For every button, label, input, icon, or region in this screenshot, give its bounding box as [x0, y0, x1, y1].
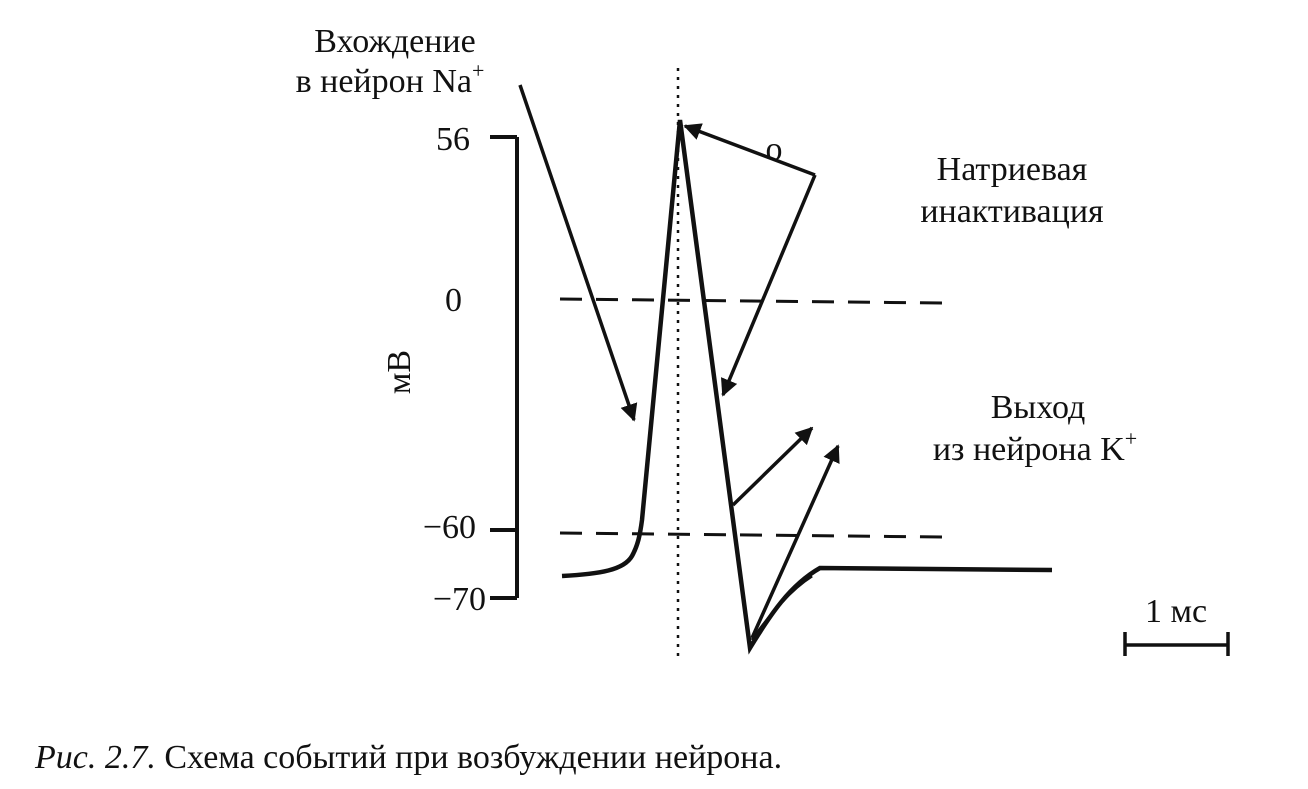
label: из нейрона K+: [933, 426, 1137, 468]
label: o: [766, 131, 783, 168]
superscript: +: [1125, 426, 1137, 451]
superscript: +: [472, 58, 484, 83]
label: из нейрона K: [933, 431, 1125, 468]
caption: Рис. 2.7. Схема событий при возбуждении …: [34, 739, 782, 776]
label: Натриевая: [937, 151, 1088, 188]
caption-text: Схема событий при возбуждении нейрона.: [164, 739, 782, 776]
arrows: [518, 84, 840, 639]
scale-bar: [1123, 632, 1230, 656]
y-tick-label: 0: [445, 282, 462, 319]
label: инактивация: [920, 193, 1104, 230]
y-tick-label: −60: [423, 509, 476, 546]
label: Вхождение: [314, 23, 475, 60]
axis: [490, 135, 519, 600]
caption-number: Рис. 2.7.: [34, 739, 156, 776]
scale-label: 1 мс: [1145, 593, 1207, 630]
y-tick-label: 56: [436, 121, 470, 158]
y-tick-label: −70: [433, 581, 486, 618]
action-potential-curve: [561, 119, 1053, 655]
label: Выход: [991, 389, 1086, 426]
label: в нейрон Na: [296, 63, 472, 100]
label: в нейрон Na+: [296, 58, 485, 100]
y-axis-label: мВ: [381, 350, 418, 394]
reference-lines: [559, 68, 943, 662]
